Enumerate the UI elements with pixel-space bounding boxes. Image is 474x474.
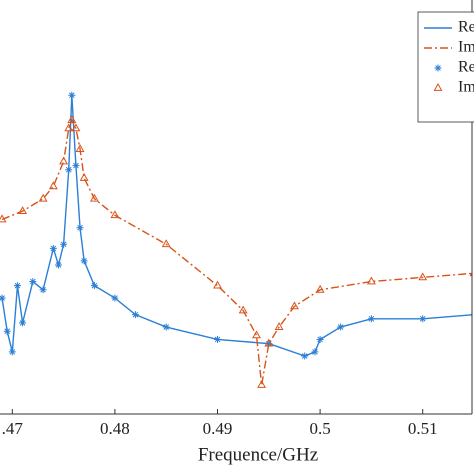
marker <box>131 311 139 319</box>
marker <box>264 338 274 347</box>
marker <box>18 206 28 215</box>
marker <box>80 257 88 265</box>
marker <box>265 340 273 348</box>
marker <box>162 323 170 331</box>
marker <box>0 214 7 223</box>
marker <box>13 282 21 290</box>
marker <box>214 335 222 343</box>
marker <box>71 123 81 132</box>
marker <box>311 348 319 356</box>
marker <box>274 322 284 330</box>
marker <box>161 239 171 248</box>
legend-swatch <box>434 64 442 72</box>
marker <box>367 315 375 323</box>
marker <box>301 352 309 360</box>
x-tick-label: 0.48 <box>100 419 130 438</box>
marker <box>238 305 248 314</box>
marker <box>257 380 267 388</box>
legend-box <box>417 11 474 123</box>
x-axis-label: Frequence/GHz <box>198 444 318 465</box>
marker <box>290 301 299 310</box>
legend-label: Im <box>458 39 474 56</box>
marker <box>79 173 89 181</box>
marker <box>39 286 47 294</box>
legend-swatch <box>433 82 443 91</box>
marker <box>337 323 345 331</box>
marker <box>72 162 80 170</box>
marker <box>366 276 376 285</box>
x-tick-label: 0.49 <box>203 419 233 438</box>
marker <box>48 181 58 190</box>
marker <box>315 284 325 293</box>
marker <box>60 240 68 248</box>
marker <box>76 224 84 232</box>
marker <box>75 144 85 152</box>
legend: Re Im Re Im <box>417 11 474 123</box>
marker <box>419 315 427 323</box>
marker <box>65 166 73 174</box>
marker <box>8 348 16 356</box>
marker <box>111 294 119 302</box>
marker <box>316 335 324 343</box>
marker <box>29 278 37 286</box>
marker <box>213 280 222 289</box>
marker <box>418 272 428 281</box>
legend-label: Re <box>458 19 474 36</box>
marker <box>90 282 98 290</box>
marker <box>49 244 57 252</box>
x-tick-label: 0.51 <box>408 419 438 438</box>
legend-label: Re <box>458 59 474 76</box>
legend-label: Im <box>458 79 474 96</box>
marker <box>19 319 27 327</box>
marker <box>252 330 261 339</box>
series-line <box>1 118 472 386</box>
marker <box>67 115 77 123</box>
x-tick-label: .47 <box>2 419 24 438</box>
series-line <box>1 95 472 357</box>
marker <box>38 193 48 202</box>
marker <box>64 123 74 132</box>
marker <box>59 156 69 165</box>
marker <box>89 193 99 202</box>
marker <box>3 327 11 335</box>
marker <box>68 91 76 99</box>
marker <box>110 210 120 219</box>
marker <box>0 294 6 302</box>
marker <box>54 261 62 269</box>
plot-area <box>0 91 472 388</box>
x-tick-label: 0.5 <box>309 419 330 438</box>
